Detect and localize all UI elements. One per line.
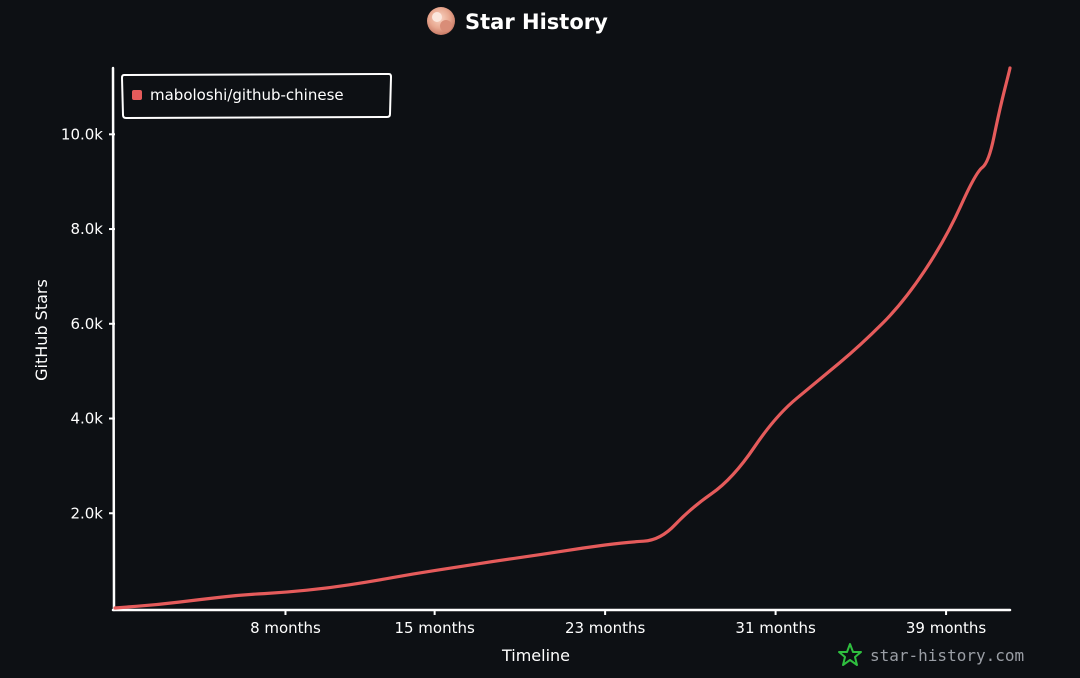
series-line-0 (113, 66, 1012, 610)
x-tick-label: 31 months (735, 619, 816, 637)
x-tick-label: 8 months (250, 619, 321, 637)
x-axis-ticks: 8 months 15 months 23 months 31 months 39 mo… (250, 609, 986, 637)
chart-header: Star History (427, 7, 608, 35)
legend-entry-label: maboloshi/github-chinese (150, 86, 344, 104)
x-tick-label: 15 months (394, 619, 475, 637)
y-tick-label: 4.0k (70, 410, 103, 428)
y-axis-ticks: 2.0k 4.0k 6.0k 8.0k 10.0k (61, 125, 115, 522)
avatar-icon (427, 7, 455, 35)
y-axis-line (111, 66, 116, 612)
x-axis-label: Timeline (501, 646, 570, 665)
y-axis-label: GitHub Stars (32, 279, 51, 381)
chart-title: Star History (465, 10, 608, 34)
y-tick-label: 10.0k (61, 125, 103, 143)
y-tick-label: 2.0k (70, 504, 103, 522)
legend-box (120, 72, 393, 120)
legend-swatch (132, 90, 142, 100)
x-axis-line (111, 608, 1012, 612)
watermark-text: star-history.com (870, 646, 1024, 665)
watermark[interactable]: star-history.com (838, 643, 1024, 666)
legend: maboloshi/github-chinese (120, 72, 393, 120)
x-tick-label: 39 months (906, 619, 987, 637)
y-tick-label: 6.0k (70, 315, 103, 333)
star-history-logo-icon (838, 643, 862, 666)
y-tick-label: 8.0k (70, 220, 103, 238)
x-tick-label: 23 months (565, 619, 646, 637)
series-layer (113, 66, 1012, 610)
